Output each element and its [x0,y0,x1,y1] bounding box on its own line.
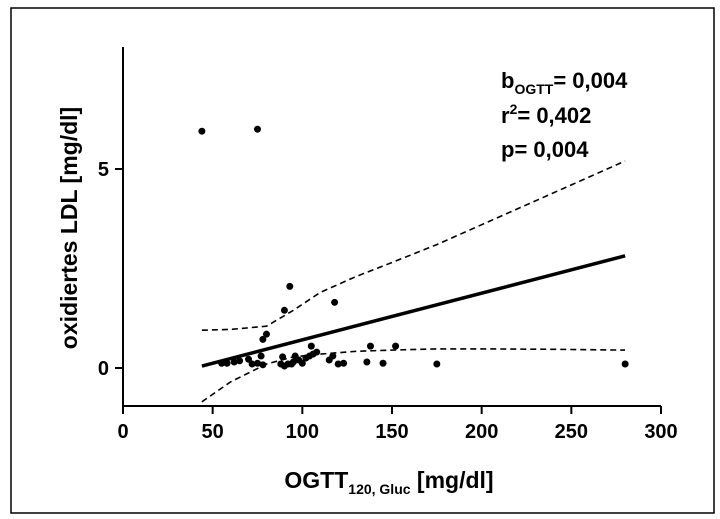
x-tick-label: 250 [555,421,588,443]
data-point [254,125,261,133]
regression-line-group [201,254,626,368]
data-point [307,342,315,350]
data-points [198,125,629,370]
data-point [363,358,371,366]
data-point [334,360,342,368]
lower-confidence-band [201,348,626,403]
y-tick-label: 0 [98,358,109,380]
data-point [248,360,256,368]
y-axis-title: oxidiertes LDL [mg/dl] [56,107,82,349]
data-point [259,361,267,369]
data-point [280,306,288,314]
data-point [236,357,244,365]
x-tick-label: 50 [202,421,224,443]
annotation-r-squared: r2= 0,402 [501,101,591,128]
data-point [230,358,238,366]
data-point [340,359,348,367]
data-point [254,359,261,367]
data-point [433,360,441,368]
data-point [329,352,337,360]
data-point [198,127,206,135]
data-point [313,348,321,356]
data-point [262,330,270,338]
confidence-bands [201,160,626,403]
data-point [289,358,297,366]
data-point [279,353,287,361]
x-tick-label: 300 [644,421,677,443]
data-point [259,335,267,343]
data-point [218,359,226,367]
x-axis-title: OGTT120, Gluc [mg/dl] [284,467,493,497]
data-point [366,342,374,350]
data-point [298,359,306,367]
figure-frame [10,7,715,514]
y-tick-label: 5 [98,159,109,181]
data-point [223,359,231,367]
data-point [257,352,265,360]
x-tick-label: 100 [286,421,319,443]
data-point [621,360,629,368]
annotation-slope: bOGTT= 0,004 [501,68,628,97]
data-point [286,282,294,290]
annotation-p-value: p= 0,004 [501,137,589,162]
x-tick-label: 0 [117,421,128,443]
regression-line [201,254,626,368]
axes: 0 50 100 150 200 250 300 0 5 [98,47,678,443]
data-point [392,342,400,350]
x-tick-label: 150 [375,421,408,443]
upper-confidence-band [201,160,626,331]
x-tick-label: 200 [465,421,498,443]
data-point [379,359,387,367]
data-point [331,298,339,306]
data-point [245,355,253,363]
